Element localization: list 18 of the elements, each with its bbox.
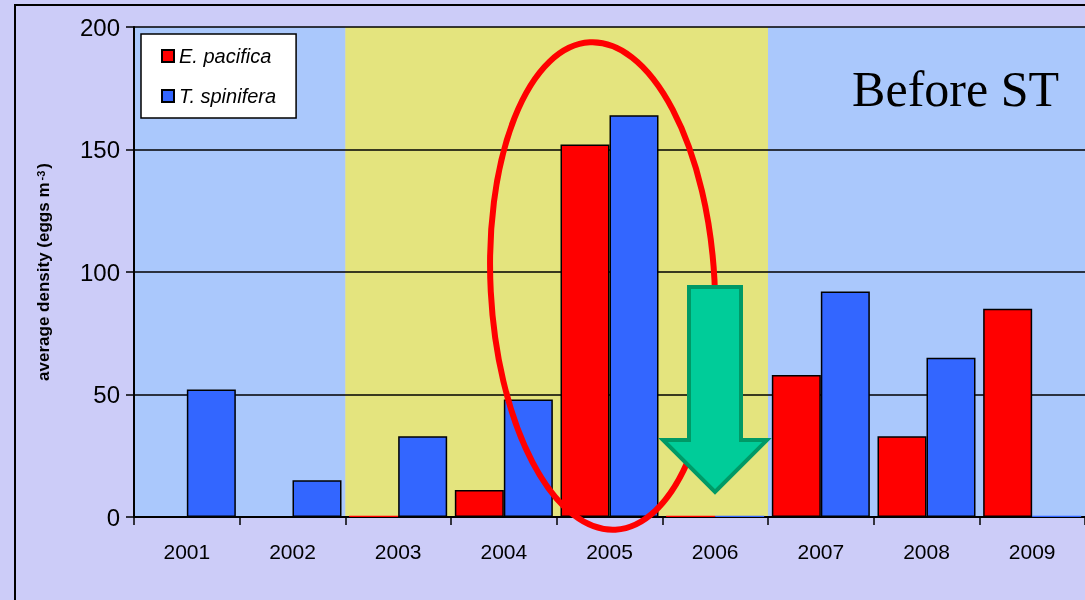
x-tick-label: 2009 [1008,540,1056,563]
x-tick-label: 2002 [269,540,316,563]
y-axis-title: average density (eggs m-3) [34,163,53,381]
x-tick-label: 2007 [797,540,845,563]
x-tick-label: 2008 [903,540,950,563]
y-tick-label: 150 [79,136,120,163]
legend-label: T. spinifera [179,85,277,107]
y-tick-label: 50 [93,381,120,408]
legend-label: E. pacifica [179,45,272,67]
x-tick-label: 2006 [691,540,739,563]
x-tick-label: 2001 [163,540,211,563]
y-tick-label: 100 [79,258,120,286]
y-tick-label: 200 [79,13,120,41]
x-tick-label: 2005 [586,540,633,563]
annotation: Before ST [852,60,1059,118]
x-tick-label: 2003 [374,540,422,563]
y-tick-label: 0 [106,503,120,531]
x-tick-label: 2004 [480,540,528,563]
